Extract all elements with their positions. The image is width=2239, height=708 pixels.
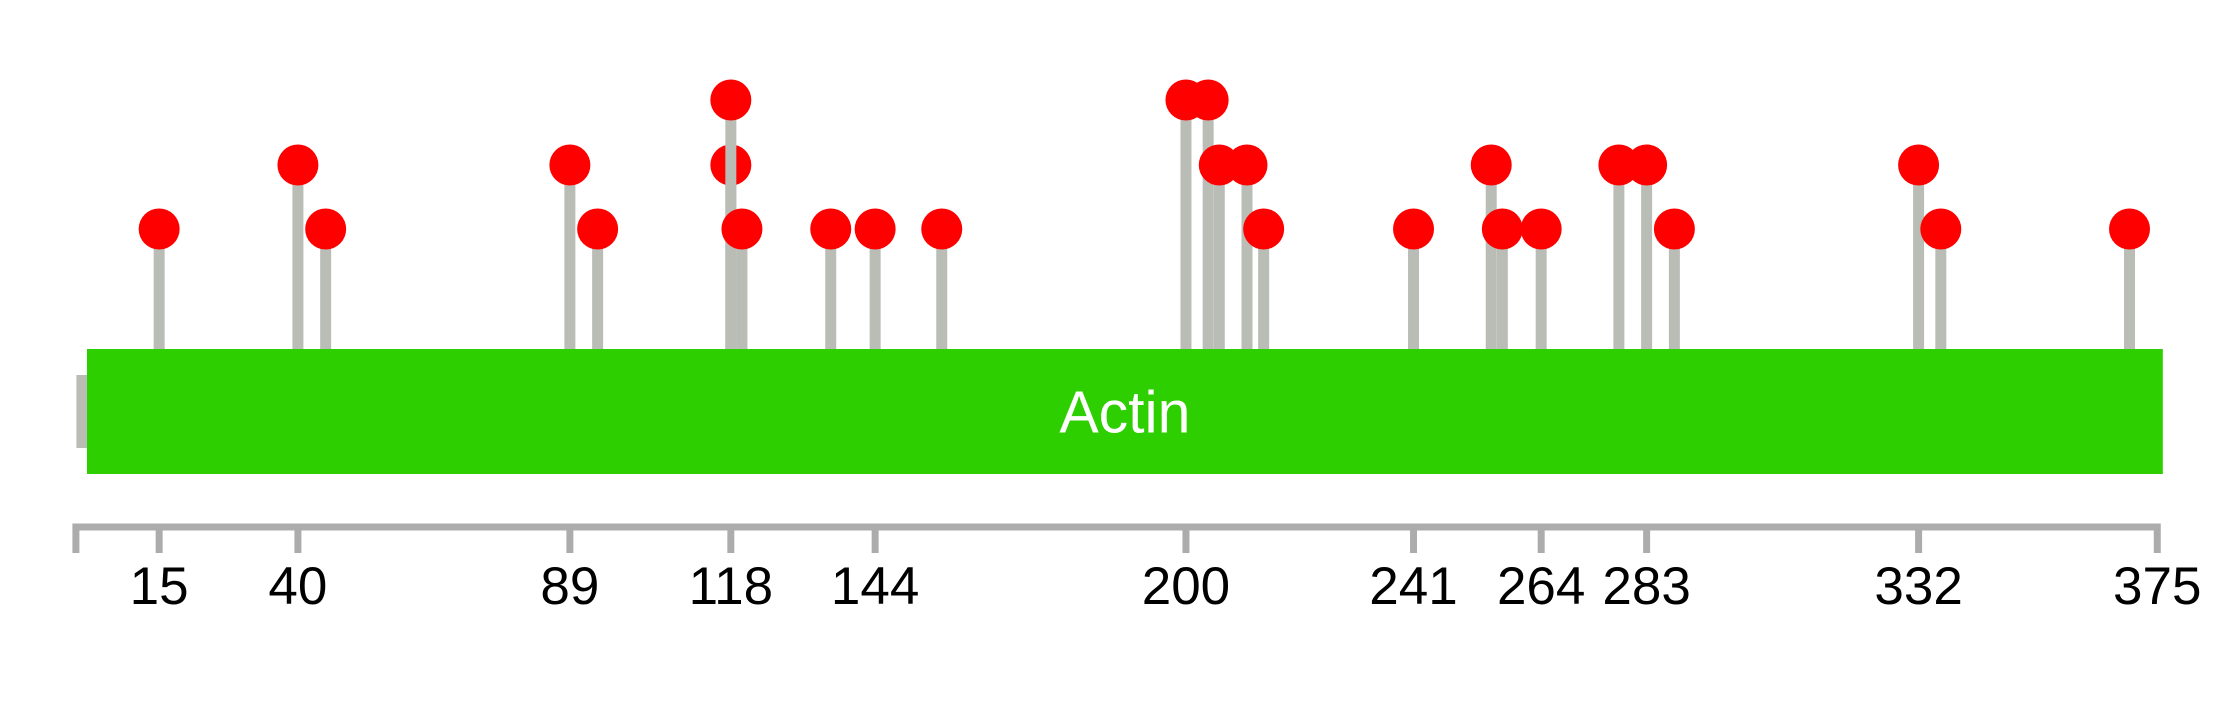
mutation-circle xyxy=(710,79,752,121)
mutation-circle xyxy=(277,144,319,186)
mutation-circle xyxy=(1898,144,1940,186)
mutation-circle xyxy=(577,208,619,250)
mutation-circle xyxy=(1470,144,1512,186)
mutation-circle xyxy=(1187,79,1229,121)
mutation-circle xyxy=(1226,144,1268,186)
mutation-circle xyxy=(2109,208,2151,250)
axis-end-label: 375 xyxy=(2113,557,2201,616)
mutation-circle xyxy=(549,144,591,186)
domain-label: Actin xyxy=(1059,380,1190,446)
mutation-circle xyxy=(138,208,180,250)
domain-bar xyxy=(87,349,2163,474)
axis-tick-label: 200 xyxy=(1142,557,1230,616)
axis-tick-label: 241 xyxy=(1369,557,1457,616)
sequence-axis: 15 40 89 118 144 200 241 264 283 332 375 xyxy=(72,523,2201,616)
mutation-circle xyxy=(1481,208,1523,250)
mutation-circle xyxy=(1520,208,1562,250)
axis-tick-label: 332 xyxy=(1874,557,1962,616)
mutation-circle xyxy=(1920,208,1962,250)
mutation-circle xyxy=(921,208,963,250)
mutation-circle xyxy=(810,208,852,250)
axis-tick-label: 144 xyxy=(831,557,919,616)
mutation-circle xyxy=(1653,208,1695,250)
axis-tick-label: 40 xyxy=(268,557,327,616)
axis-tick-label: 89 xyxy=(540,557,599,616)
lollipop-layer xyxy=(138,79,2151,355)
domain-layer: Actin xyxy=(87,349,2163,474)
mutation-circle xyxy=(854,208,896,250)
axis-line xyxy=(72,523,2161,553)
mutation-circle xyxy=(721,208,763,250)
axis-tick-label: 283 xyxy=(1602,557,1690,616)
axis-tick-label: 15 xyxy=(130,557,189,616)
mutation-circle xyxy=(1243,208,1285,250)
mutation-circle xyxy=(1393,208,1435,250)
axis-tick-label: 264 xyxy=(1497,557,1585,616)
axis-tick-label: 118 xyxy=(689,557,774,616)
mutation-circle xyxy=(305,208,347,250)
mutation-circle xyxy=(1626,144,1668,186)
